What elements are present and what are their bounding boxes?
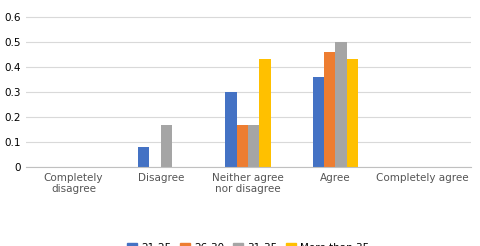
Bar (236, 125, 248, 167)
Bar (346, 59, 358, 167)
Bar (324, 52, 335, 167)
Bar (138, 147, 149, 167)
Bar (225, 92, 236, 167)
Bar (312, 77, 324, 167)
Legend: 21-25, 26-30, 31-35, More than 35: 21-25, 26-30, 31-35, More than 35 (122, 238, 373, 246)
Bar (259, 59, 270, 167)
Bar (335, 42, 346, 167)
Bar (248, 125, 259, 167)
Bar (160, 125, 172, 167)
